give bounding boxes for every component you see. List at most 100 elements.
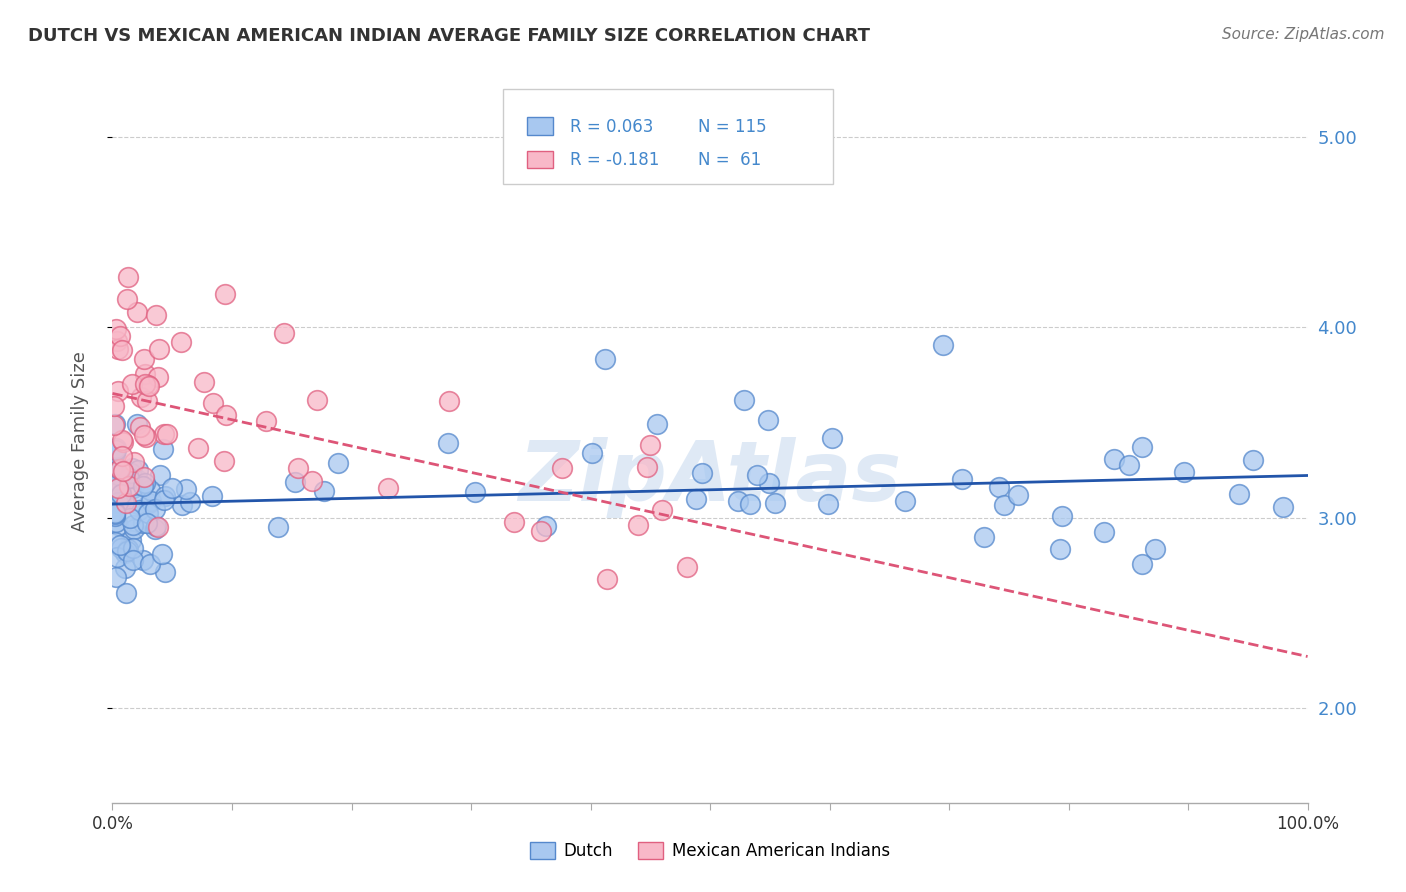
- Point: [254, 413, 277, 427]
- Y-axis label: Average Family Size: Average Family Size: [70, 351, 89, 532]
- Text: ZipAtlas: ZipAtlas: [519, 437, 901, 518]
- Point: [436, 436, 458, 450]
- Point: [267, 520, 290, 534]
- Point: [973, 530, 995, 544]
- Point: [104, 534, 127, 549]
- Point: [129, 420, 152, 434]
- Point: [104, 508, 127, 523]
- Point: [636, 459, 658, 474]
- Point: [104, 462, 127, 476]
- Point: [129, 390, 152, 404]
- Point: [145, 519, 167, 533]
- Point: [117, 541, 139, 556]
- Point: [153, 565, 176, 579]
- Point: [104, 476, 127, 491]
- Point: [127, 463, 149, 477]
- FancyBboxPatch shape: [503, 89, 834, 184]
- Point: [115, 292, 138, 306]
- Point: [273, 326, 295, 341]
- Point: [627, 518, 650, 533]
- Point: [107, 468, 129, 483]
- Point: [112, 464, 135, 478]
- Point: [105, 334, 128, 348]
- Point: [993, 498, 1015, 512]
- Point: [1241, 453, 1264, 467]
- Point: [131, 478, 153, 492]
- Point: [377, 482, 399, 496]
- Point: [193, 375, 215, 389]
- Point: [174, 482, 197, 496]
- Point: [763, 496, 786, 510]
- Point: [138, 379, 160, 393]
- Point: [104, 491, 127, 506]
- Point: [107, 518, 129, 533]
- Point: [894, 494, 917, 508]
- Point: [1007, 488, 1029, 502]
- Point: [114, 546, 136, 560]
- Point: [121, 377, 143, 392]
- Point: [437, 394, 460, 409]
- Point: [145, 308, 167, 322]
- Point: [1118, 458, 1140, 472]
- Point: [104, 446, 127, 460]
- Point: [136, 394, 159, 409]
- Point: [132, 553, 155, 567]
- Point: [187, 441, 209, 455]
- Point: [104, 505, 127, 519]
- Point: [122, 552, 145, 566]
- Point: [120, 533, 142, 547]
- Point: [115, 543, 138, 558]
- Point: [134, 475, 156, 490]
- Point: [651, 503, 673, 517]
- Point: [146, 369, 169, 384]
- Point: [143, 502, 166, 516]
- Point: [135, 430, 157, 444]
- Point: [138, 496, 160, 510]
- Text: DUTCH VS MEXICAN AMERICAN INDIAN AVERAGE FAMILY SIZE CORRELATION CHART: DUTCH VS MEXICAN AMERICAN INDIAN AVERAGE…: [28, 27, 870, 45]
- Point: [136, 377, 159, 392]
- Point: [108, 462, 131, 476]
- Point: [201, 489, 224, 503]
- Point: [105, 569, 128, 583]
- Point: [104, 499, 127, 513]
- Point: [156, 427, 179, 442]
- Point: [104, 443, 127, 458]
- Point: [179, 495, 201, 509]
- Point: [107, 494, 129, 508]
- Point: [596, 572, 619, 586]
- Point: [215, 409, 238, 423]
- Text: R = 0.063: R = 0.063: [571, 118, 654, 136]
- Point: [287, 460, 309, 475]
- Point: [202, 396, 225, 410]
- Text: N = 115: N = 115: [699, 118, 766, 136]
- Point: [120, 466, 142, 480]
- Point: [551, 461, 574, 475]
- Text: Source: ZipAtlas.com: Source: ZipAtlas.com: [1222, 27, 1385, 42]
- Point: [111, 449, 134, 463]
- Point: [128, 503, 150, 517]
- Point: [139, 493, 162, 508]
- Point: [107, 384, 129, 398]
- Point: [115, 495, 138, 509]
- Point: [122, 522, 145, 536]
- Point: [143, 523, 166, 537]
- Point: [110, 491, 132, 506]
- Point: [745, 467, 768, 482]
- Point: [112, 434, 135, 449]
- Point: [110, 487, 132, 501]
- Point: [149, 468, 172, 483]
- Point: [108, 328, 131, 343]
- Point: [1173, 465, 1195, 479]
- Point: [104, 506, 127, 520]
- Point: [121, 518, 143, 533]
- Point: [108, 538, 131, 552]
- Point: [581, 446, 603, 460]
- Point: [132, 516, 155, 531]
- Point: [821, 431, 844, 445]
- Point: [647, 417, 669, 431]
- Point: [125, 304, 148, 318]
- Point: [139, 558, 162, 572]
- Point: [104, 443, 127, 458]
- Point: [638, 438, 661, 452]
- Point: [1227, 487, 1250, 501]
